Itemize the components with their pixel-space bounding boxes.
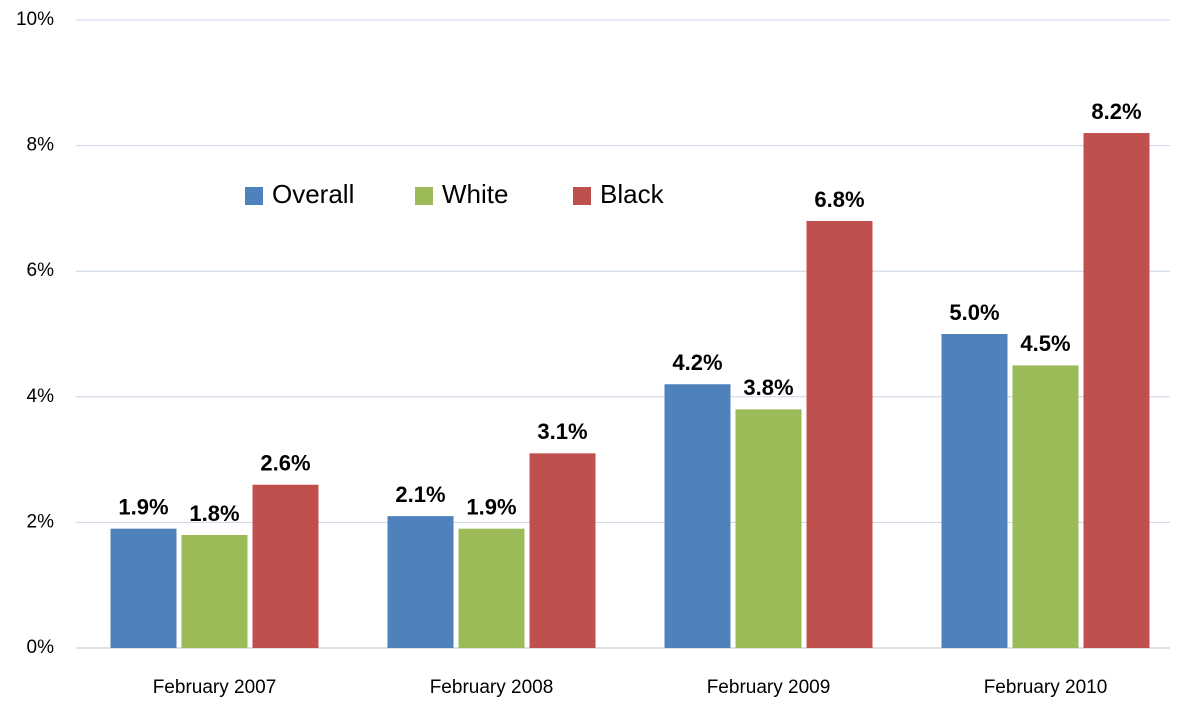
legend-swatch — [245, 187, 263, 205]
legend-swatch — [573, 187, 591, 205]
y-tick-label: 8% — [27, 135, 55, 156]
x-tick-label: February 2010 — [984, 677, 1108, 698]
bar — [458, 528, 525, 648]
y-tick-label: 2% — [27, 511, 55, 532]
data-label: 4.5% — [1020, 331, 1070, 356]
legend-swatch — [415, 187, 433, 205]
y-tick-label: 10% — [16, 9, 54, 30]
bar — [1012, 365, 1079, 648]
legend-label: Overall — [272, 179, 354, 209]
data-label: 1.8% — [189, 501, 239, 526]
data-label: 3.8% — [743, 375, 793, 400]
data-label: 1.9% — [118, 494, 168, 519]
bar — [252, 484, 319, 648]
data-label: 2.6% — [260, 451, 310, 476]
bar — [664, 384, 731, 648]
bar — [529, 453, 596, 648]
bar — [806, 220, 873, 648]
x-tick-label: February 2009 — [707, 677, 831, 698]
bar — [735, 409, 802, 648]
data-label: 6.8% — [814, 187, 864, 212]
bar — [941, 334, 1008, 648]
x-tick-label: February 2007 — [153, 677, 277, 698]
legend-label: White — [442, 179, 508, 209]
bar — [387, 516, 454, 648]
data-label: 8.2% — [1091, 99, 1141, 124]
bar — [181, 534, 248, 648]
bar — [110, 528, 177, 648]
data-label: 1.9% — [466, 494, 516, 519]
data-label: 5.0% — [949, 300, 999, 325]
bar — [1083, 133, 1150, 649]
y-tick-label: 4% — [27, 386, 55, 407]
y-tick-label: 0% — [27, 637, 55, 658]
x-tick-label: February 2008 — [430, 677, 554, 698]
legend-label: Black — [600, 179, 665, 209]
data-label: 4.2% — [672, 350, 722, 375]
data-label: 3.1% — [537, 419, 587, 444]
y-tick-label: 6% — [27, 260, 55, 281]
data-label: 2.1% — [395, 482, 445, 507]
